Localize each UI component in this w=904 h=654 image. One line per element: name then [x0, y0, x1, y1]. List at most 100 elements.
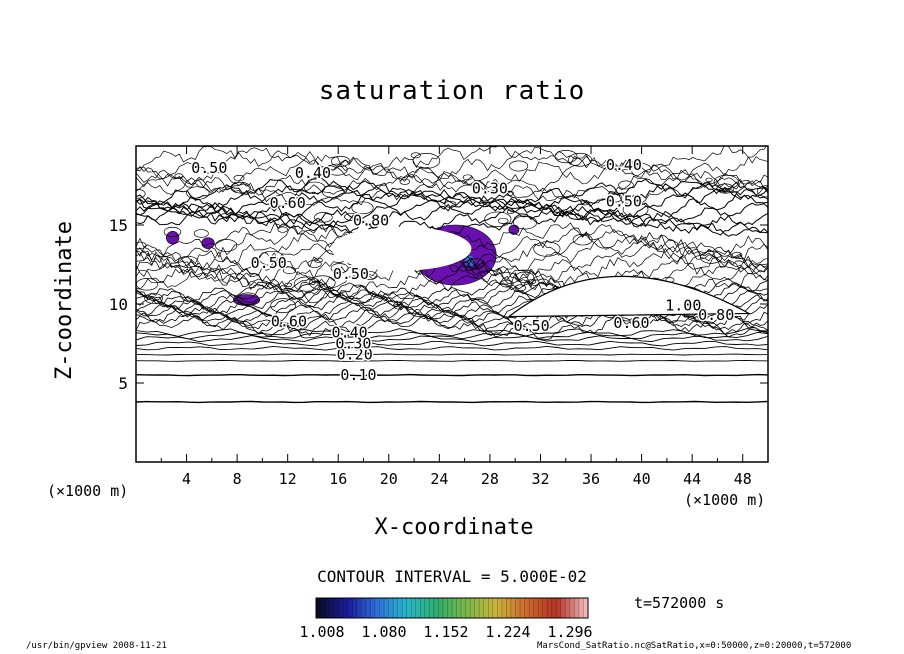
- supersaturation-region: [166, 231, 180, 245]
- contour-loop: [497, 217, 509, 224]
- clear-region: [331, 226, 472, 271]
- x-tick-label: 20: [380, 470, 398, 488]
- colorbar-stripe: [316, 598, 322, 618]
- contour-label: 0.40: [295, 164, 331, 182]
- colorbar-stripe: [465, 598, 471, 618]
- contour-loop: [484, 211, 512, 227]
- colorbar-stripe: [402, 598, 408, 618]
- colorbar-stripe: [547, 598, 553, 618]
- colorbar-tick-label: 1.152: [423, 623, 468, 641]
- contour-loop: [331, 155, 351, 167]
- contour-loop: [393, 303, 403, 310]
- x-tick-label: 12: [279, 470, 297, 488]
- colorbar-stripe: [488, 598, 494, 618]
- contour-loop: [700, 251, 723, 264]
- colorbar-stripe: [415, 598, 421, 618]
- colorbar-stripe: [424, 598, 430, 618]
- colorbar-stripe: [397, 598, 403, 618]
- colorbar-stripe: [442, 598, 448, 618]
- contour-label: 0.30: [335, 335, 371, 353]
- contour-loop: [351, 201, 374, 215]
- colorbar-stripe: [479, 598, 485, 618]
- contour-loop: [580, 200, 590, 206]
- contour-label: 0.80: [698, 306, 734, 324]
- colorbar-stripe: [388, 598, 394, 618]
- contour-line: [136, 400, 768, 404]
- y-tick-label: 15: [109, 216, 128, 235]
- colorbar-stripe: [474, 598, 480, 618]
- colorbar-stripe: [529, 598, 535, 618]
- contour-loop: [505, 190, 514, 196]
- contour-loop: [258, 250, 285, 266]
- colorbar-tick-label: 1.008: [299, 623, 344, 641]
- colorbar-stripe: [506, 598, 512, 618]
- colorbar-stripe: [374, 598, 380, 618]
- colorbar-stripe: [569, 598, 575, 618]
- colorbar-stripe: [492, 598, 498, 618]
- contour-loop: [193, 229, 209, 238]
- contour-loop: [307, 259, 322, 268]
- colorbar-stripe: [578, 598, 584, 618]
- colorbar-stripe: [370, 598, 376, 618]
- colorbar-stripe: [456, 598, 462, 618]
- contour-line: [136, 359, 768, 362]
- y-tick-label: 5: [118, 374, 128, 393]
- colorbar-stripe: [583, 598, 589, 618]
- colorbar-stripe: [347, 598, 353, 618]
- x-tick-label: 4: [182, 470, 191, 488]
- x-tick-label: 28: [481, 470, 499, 488]
- y-axis-unit: (×1000 m): [47, 482, 129, 500]
- x-tick-label: 48: [734, 470, 752, 488]
- contour-loop: [282, 266, 297, 275]
- contour-loop: [303, 181, 326, 194]
- contour-loop: [618, 180, 634, 190]
- x-tick-label: 24: [430, 470, 448, 488]
- contour-loop: [330, 263, 349, 274]
- contour-line: [136, 200, 768, 232]
- footer-program: /usr/bin/gpview 2008-11-21: [26, 641, 167, 651]
- colorbar-stripe: [420, 598, 426, 618]
- contour-label: 0.10: [340, 366, 376, 384]
- contour-loop: [230, 181, 251, 194]
- colorbar-stripe: [510, 598, 516, 618]
- contour-loop: [177, 255, 199, 268]
- contour-loop: [284, 282, 293, 288]
- contour-label: 0.60: [613, 314, 649, 332]
- colorbar-stripe: [520, 598, 526, 618]
- colorbar-stripe: [329, 598, 335, 618]
- x-axis-label: X-coordinate: [374, 515, 534, 540]
- contour-loop: [410, 152, 421, 159]
- colorbar-stripe: [343, 598, 349, 618]
- colorbar-stripe: [565, 598, 571, 618]
- contour-loop: [509, 160, 529, 172]
- contour-label: 0.30: [472, 180, 508, 198]
- contour-loop: [136, 188, 146, 199]
- contour-loop: [514, 284, 527, 292]
- contour-loop: [321, 185, 345, 199]
- x-tick-label: 16: [329, 470, 347, 488]
- colorbar-stripe: [384, 598, 390, 618]
- colorbar-stripe: [429, 598, 435, 618]
- contour-loop: [309, 275, 336, 291]
- contour-line: [136, 353, 768, 356]
- contour-loop: [514, 271, 535, 283]
- colorbar-stripe: [361, 598, 367, 618]
- contour-label: 0.40: [332, 323, 368, 341]
- contour-line: [136, 179, 768, 208]
- contour-loop: [314, 212, 333, 223]
- colorbar-stripe: [352, 598, 358, 618]
- colorbar-stripe: [320, 598, 326, 618]
- contour-line: [136, 150, 768, 182]
- contour-loop: [344, 212, 358, 221]
- contour-label: 0.50: [333, 265, 369, 283]
- contour-loop: [527, 279, 537, 284]
- colorbar-tick-label: 1.224: [485, 623, 530, 641]
- contour-loop: [144, 293, 163, 304]
- colorbar-stripe: [334, 598, 340, 618]
- contour-loop: [362, 271, 378, 281]
- contour-loop: [220, 213, 229, 218]
- contour-line: [136, 301, 768, 325]
- contour-label: 1.00: [665, 297, 701, 315]
- chart-title: saturation ratio: [318, 76, 586, 106]
